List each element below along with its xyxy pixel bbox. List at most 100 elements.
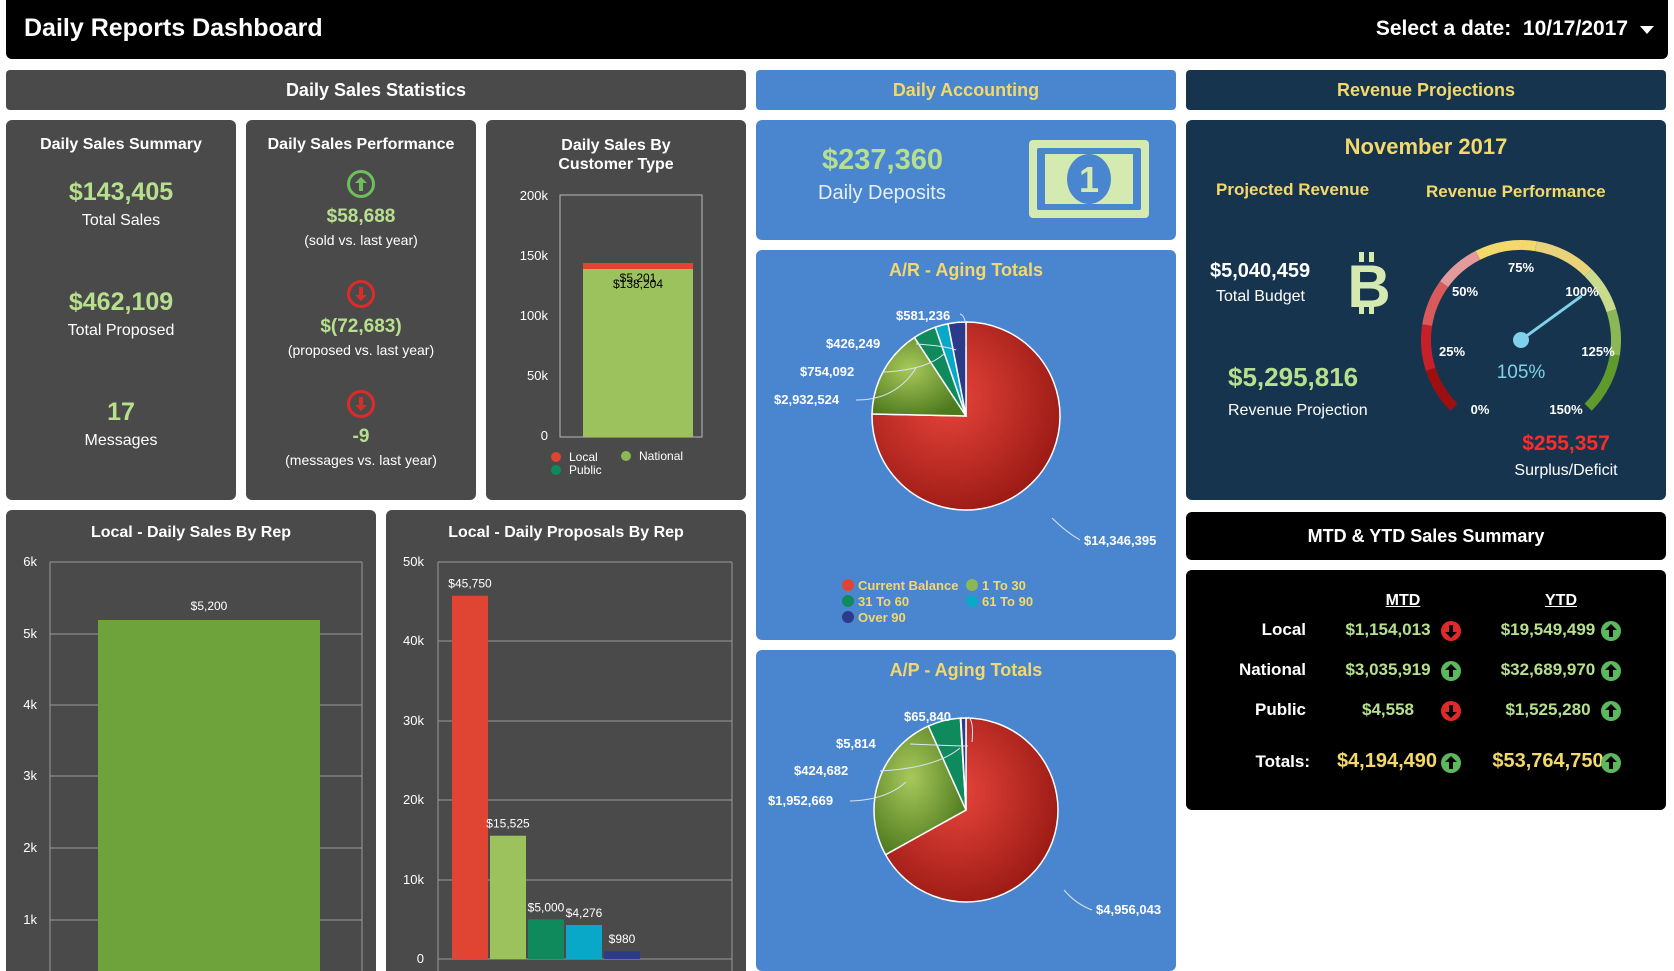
gauge-tick-25: 25% — [1439, 344, 1465, 359]
messages-value: 17 — [107, 398, 135, 426]
revenue-gauge: 0% 25% 50% 75% 100% 125% 150% 105% — [1421, 240, 1621, 417]
ap-pie — [873, 717, 1059, 903]
deposits-label: Daily Deposits — [818, 182, 946, 204]
mtd-row-label: National — [1238, 660, 1306, 679]
bar-local — [583, 263, 693, 269]
ar-label-current: $14,346,395 — [1084, 533, 1156, 548]
mtd-ytd-panel: MTD YTD Local $1,154,013 $19,549,499 Nat… — [1186, 570, 1666, 810]
ap-label-61-90: $5,814 — [836, 736, 877, 751]
arrow-up-icon — [1601, 661, 1621, 681]
bar-proposal-label-5: $980 — [609, 932, 636, 946]
ap-label-31-60: $424,682 — [794, 763, 848, 778]
customer-type-chart: 200k 150k 100k 50k 0 $5,201 $138,204 Loc… — [520, 188, 703, 477]
bar-proposal-label-4: $4,276 — [566, 906, 603, 920]
sales-performance-title: Daily Sales Performance — [267, 136, 455, 153]
arrow-down-icon — [1441, 621, 1461, 641]
surplus-label: Surplus/Deficit — [1514, 462, 1618, 479]
section-revenue-title: Revenue Projections — [1186, 70, 1666, 110]
arrow-down-icon — [1441, 701, 1461, 721]
y-tick: 200k — [520, 188, 549, 203]
sales-summary-panel: Daily Sales Summary $143,405 Total Sales… — [6, 120, 236, 500]
svg-text:2k: 2k — [23, 840, 37, 855]
svg-text:1k: 1k — [23, 912, 37, 927]
date-picker[interactable]: Select a date: 10/17/2017 — [1376, 17, 1628, 41]
legend-public: Public — [569, 463, 602, 477]
ap-label-current: $4,956,043 — [1096, 902, 1161, 917]
page-title: Daily Reports Dashboard — [24, 14, 323, 42]
sales-by-rep-panel: Local - Daily Sales By Rep 6k 5k 4k 3k 2k 1… — [6, 510, 376, 971]
bar-proposal-4 — [566, 925, 602, 959]
mtd-totals-row: Totals: $4,194,490 $53,764,750 — [1186, 750, 1666, 776]
arrow-up-icon — [1601, 753, 1621, 773]
svg-text:5k: 5k — [23, 626, 37, 641]
mtd-row-ytd: $19,549,499 — [1500, 620, 1596, 639]
gauge-tick-0: 0% — [1471, 402, 1490, 417]
arrow-up-icon — [1441, 753, 1461, 773]
mtd-totals-mtd: $4,194,490 — [1336, 750, 1438, 772]
pie-slice-d1 — [871, 336, 968, 417]
deposits-panel: $237,360 Daily Deposits 1 — [756, 120, 1176, 240]
svg-text:50k: 50k — [403, 554, 424, 569]
mtd-row-ytd: $32,689,970 — [1500, 660, 1596, 679]
sales-performance-panel: Daily Sales Performance $58,688 (sold vs… — [246, 120, 476, 500]
total-proposed-value: $462,109 — [68, 288, 174, 316]
total-budget-value: $5,040,459 — [1210, 260, 1311, 282]
mtd-row-mtd: $3,035,919 — [1345, 660, 1431, 679]
ar-aging-title: A/R - Aging Totals — [889, 260, 1043, 280]
y-tick: 100k — [520, 308, 549, 323]
svg-text:20k: 20k — [403, 792, 424, 807]
revenue-performance-title: Revenue Performance — [1426, 182, 1606, 201]
legend-national: National — [639, 449, 683, 463]
bar-rep-sales — [98, 620, 320, 971]
sold-label: (sold vs. last year) — [304, 232, 418, 248]
svg-text:6k: 6k — [23, 554, 37, 569]
legend-local: Local — [569, 450, 598, 464]
arrow-up-icon — [1601, 621, 1621, 641]
total-budget-label: Total Budget — [1216, 288, 1305, 305]
pie-slice-over90 — [947, 321, 967, 417]
bar-proposal-1 — [452, 595, 488, 959]
ap-aging-chart: $65,840 $5,814 $424,682 $1,952,669 $4,95… — [768, 709, 1161, 917]
customer-type-title: Daily Sales By Customer Type — [558, 137, 674, 173]
revenue-month: November 2017 — [1344, 134, 1508, 159]
bar-proposal-label-2: $15,525 — [486, 817, 530, 831]
svg-text:3k: 3k — [23, 768, 37, 783]
ar-pie — [871, 321, 1061, 511]
revenue-panel: November 2017 Projected Revenue Revenue … — [1186, 120, 1666, 500]
bar-proposal-5 — [604, 951, 640, 959]
section-accounting-title: Daily Accounting — [756, 70, 1176, 110]
col-mtd: MTD — [1385, 592, 1421, 609]
mtd-row-mtd: $1,154,013 — [1345, 620, 1431, 639]
svg-text:10k: 10k — [403, 872, 424, 887]
arrow-down-icon — [347, 390, 375, 418]
surplus-value: $255,357 — [1522, 432, 1610, 455]
mtd-row-label: Local — [1261, 620, 1306, 639]
sales-summary-title: Daily Sales Summary — [40, 136, 202, 153]
customer-type-panel: Daily Sales By Customer Type 200k 150k 10… — [486, 120, 746, 500]
messages-label: Messages — [84, 432, 158, 449]
y-tick: 150k — [520, 248, 549, 263]
revenue-projection-value: $5,295,816 — [1228, 362, 1359, 392]
bar-proposal-3 — [528, 919, 564, 959]
deposits-value: $237,360 — [822, 144, 943, 176]
ar-legend-61-90: 61 To 90 — [982, 594, 1033, 609]
mtd-totals-ytd: $53,764,750 — [1492, 750, 1604, 772]
pie-slice-current — [871, 321, 1061, 511]
proposed-label: (proposed vs. last year) — [287, 342, 435, 358]
pie-slice-d1 — [873, 725, 967, 856]
money-bill-icon: 1 — [1029, 140, 1149, 218]
ar-legend-1-30: 1 To 30 — [982, 578, 1026, 593]
bitcoin-icon: B — [1347, 252, 1391, 314]
gauge-tick-125: 125% — [1581, 344, 1615, 359]
messages-diff-label: (messages vs. last year) — [285, 452, 437, 468]
ar-label-61-90: $426,249 — [826, 336, 880, 351]
mtd-ytd-title: MTD & YTD Sales Summary — [1186, 512, 1666, 560]
date-value: 10/17/2017 — [1522, 17, 1628, 40]
mtd-row: Local $1,154,013 $19,549,499 — [1186, 620, 1666, 644]
y-tick: 50k — [527, 368, 548, 383]
bar-proposal-2 — [490, 835, 526, 959]
chevron-down-icon[interactable] — [1640, 26, 1654, 34]
gauge-tick-100: 100% — [1565, 284, 1599, 299]
ar-label-over90: $581,236 — [896, 308, 950, 323]
